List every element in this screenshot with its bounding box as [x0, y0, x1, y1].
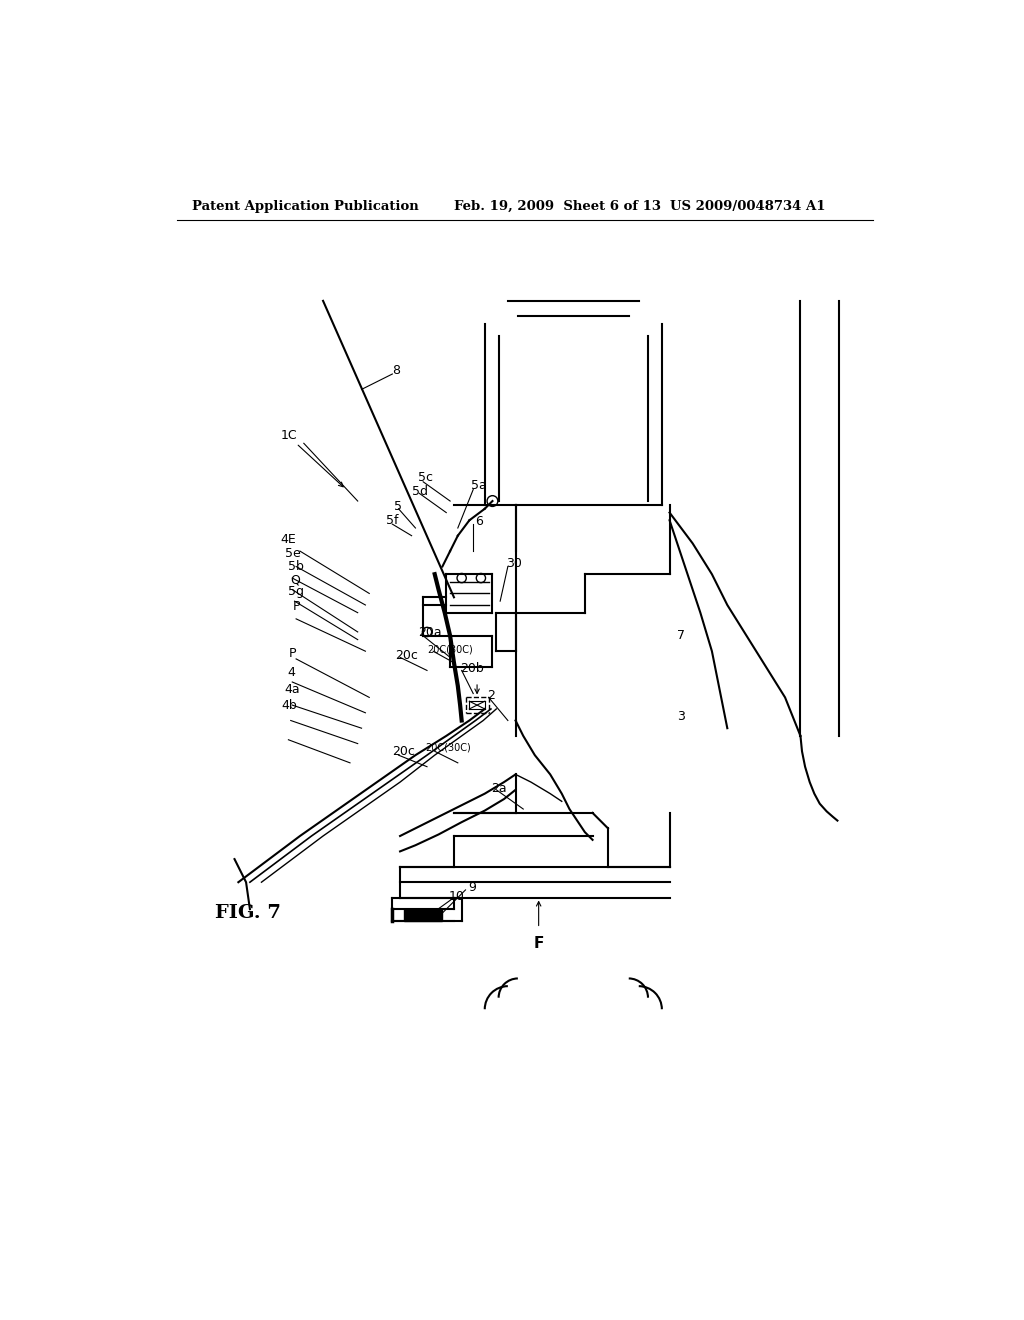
Text: 4E: 4E — [281, 533, 297, 546]
Text: 9: 9 — [468, 880, 476, 894]
Text: 7: 7 — [677, 630, 685, 643]
Text: 20a: 20a — [418, 626, 441, 639]
Text: P: P — [292, 601, 300, 612]
Text: 8: 8 — [392, 363, 400, 376]
Text: 1C: 1C — [281, 429, 297, 442]
Text: 6: 6 — [475, 515, 482, 528]
Text: 5g: 5g — [289, 585, 304, 598]
Text: 20c: 20c — [394, 648, 418, 661]
Text: 5d: 5d — [413, 484, 428, 498]
Text: 2: 2 — [487, 689, 495, 702]
Text: 4: 4 — [288, 667, 296, 680]
Text: Q: Q — [291, 574, 301, 587]
Text: 5c: 5c — [418, 471, 433, 484]
Text: 2a: 2a — [490, 781, 507, 795]
Text: 3: 3 — [677, 710, 685, 723]
Text: 4a: 4a — [285, 684, 300, 696]
Text: FIG. 7: FIG. 7 — [215, 904, 282, 921]
Text: 30: 30 — [506, 557, 522, 570]
Text: Patent Application Publication: Patent Application Publication — [193, 199, 419, 213]
Text: 20c: 20c — [392, 744, 416, 758]
Text: 5a: 5a — [471, 479, 486, 492]
Text: 5e: 5e — [285, 546, 300, 560]
Text: 20b: 20b — [460, 661, 484, 675]
Text: 5: 5 — [394, 500, 401, 513]
Text: P: P — [289, 647, 296, 660]
Bar — [403, 909, 442, 921]
Text: 5f: 5f — [386, 513, 398, 527]
Text: 4b: 4b — [282, 698, 297, 711]
Text: 5b: 5b — [289, 560, 304, 573]
Text: 10: 10 — [449, 890, 465, 903]
Text: 20C(30C): 20C(30C) — [425, 742, 471, 752]
Text: 20C(30C): 20C(30C) — [427, 644, 473, 655]
Text: US 2009/0048734 A1: US 2009/0048734 A1 — [670, 199, 825, 213]
Text: Feb. 19, 2009  Sheet 6 of 13: Feb. 19, 2009 Sheet 6 of 13 — [454, 199, 660, 213]
Text: F: F — [534, 936, 544, 952]
